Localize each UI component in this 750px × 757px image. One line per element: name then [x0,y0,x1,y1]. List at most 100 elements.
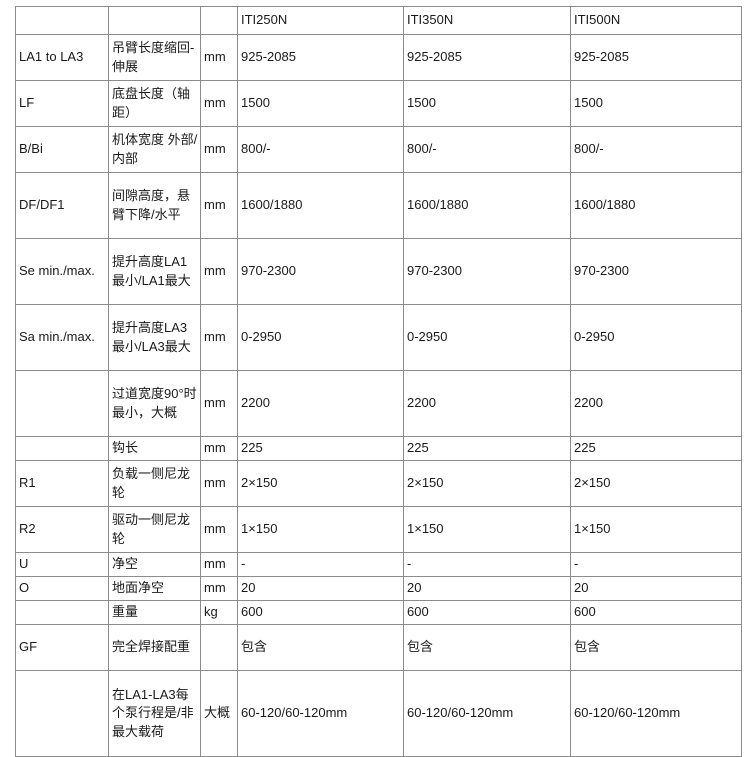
row-description: 在LA1-LA3每个泵行程是/非最大载荷 [108,670,201,757]
row-code [15,600,109,625]
row-value-iti500n: 2200 [570,370,742,437]
row-unit: mm [200,172,238,239]
row-value-iti500n: 20 [570,576,742,601]
row-value-iti250n: 800/- [237,126,404,173]
table-header-row: ITI250N ITI350N ITI500N [15,6,742,35]
table-row: 重量 kg 600 600 600 [15,600,742,625]
row-value-iti250n: 1600/1880 [237,172,404,239]
table-row: GF 完全焊接配重 包含 包含 包含 [15,624,742,671]
row-value-iti250n: 60-120/60-120mm [237,670,404,757]
row-value-iti350n: 60-120/60-120mm [403,670,571,757]
row-value-iti250n: 2×150 [237,460,404,507]
row-unit: mm [200,80,238,127]
row-value-iti500n: 1500 [570,80,742,127]
row-code: Sa min./max. [15,304,109,371]
header-model-iti500n: ITI500N [570,6,742,35]
row-value-iti350n: 2×150 [403,460,571,507]
row-description: 吊臂长度缩回-伸展 [108,34,201,81]
row-value-iti500n: 1×150 [570,506,742,553]
table-row: B/Bi 机体宽度 外部/内部 mm 800/- 800/- 800/- [15,126,742,173]
specification-table: ITI250N ITI350N ITI500N LA1 to LA3 吊臂长度缩… [15,6,742,757]
row-unit: mm [200,304,238,371]
row-description: 完全焊接配重 [108,624,201,671]
table-row: Sa min./max. 提升高度LA3最小/LA3最大 mm 0-2950 0… [15,304,742,371]
row-code [15,370,109,437]
row-description: 负载一侧尼龙轮 [108,460,201,507]
row-code: U [15,552,109,577]
table-row: Se min./max. 提升高度LA1最小/LA1最大 mm 970-2300… [15,238,742,305]
row-value-iti250n: 925-2085 [237,34,404,81]
spec-table-container: ITI250N ITI350N ITI500N LA1 to LA3 吊臂长度缩… [15,6,742,757]
header-code-cell [15,6,109,35]
row-value-iti250n: 包含 [237,624,404,671]
table-row: O 地面净空 mm 20 20 20 [15,576,742,601]
row-value-iti500n: 0-2950 [570,304,742,371]
row-description: 提升高度LA3最小/LA3最大 [108,304,201,371]
row-value-iti250n: 970-2300 [237,238,404,305]
row-value-iti500n: - [570,552,742,577]
row-description: 提升高度LA1最小/LA1最大 [108,238,201,305]
row-unit: mm [200,576,238,601]
table-row: DF/DF1 间隙高度，悬臂下降/水平 mm 1600/1880 1600/18… [15,172,742,239]
row-code: LA1 to LA3 [15,34,109,81]
row-value-iti500n: 2×150 [570,460,742,507]
row-value-iti350n: 2200 [403,370,571,437]
row-description: 钩长 [108,436,201,461]
table-body: ITI250N ITI350N ITI500N LA1 to LA3 吊臂长度缩… [15,6,742,757]
header-desc-cell [108,6,201,35]
table-row: LF 底盘长度（轴距） mm 1500 1500 1500 [15,80,742,127]
row-value-iti500n: 970-2300 [570,238,742,305]
header-model-iti250n: ITI250N [237,6,404,35]
row-value-iti500n: 800/- [570,126,742,173]
row-value-iti350n: 1600/1880 [403,172,571,239]
row-description: 机体宽度 外部/内部 [108,126,201,173]
row-unit: mm [200,126,238,173]
row-description: 间隙高度，悬臂下降/水平 [108,172,201,239]
row-code: B/Bi [15,126,109,173]
row-code: LF [15,80,109,127]
table-row: 在LA1-LA3每个泵行程是/非最大载荷 大概 60-120/60-120mm … [15,670,742,757]
row-value-iti250n: 225 [237,436,404,461]
row-unit [200,624,238,671]
row-value-iti350n: 20 [403,576,571,601]
row-value-iti250n: 1×150 [237,506,404,553]
header-unit-cell [200,6,238,35]
table-row: 过道宽度90°时最小，大概 mm 2200 2200 2200 [15,370,742,437]
row-code: GF [15,624,109,671]
row-code: O [15,576,109,601]
row-value-iti350n: 970-2300 [403,238,571,305]
row-value-iti250n: 0-2950 [237,304,404,371]
row-value-iti350n: 925-2085 [403,34,571,81]
row-description: 净空 [108,552,201,577]
row-unit: mm [200,34,238,81]
row-value-iti500n: 600 [570,600,742,625]
row-code: R2 [15,506,109,553]
row-value-iti250n: 2200 [237,370,404,437]
row-value-iti350n: 0-2950 [403,304,571,371]
row-description: 驱动一侧尼龙轮 [108,506,201,553]
row-value-iti500n: 1600/1880 [570,172,742,239]
row-value-iti500n: 925-2085 [570,34,742,81]
row-value-iti350n: 1500 [403,80,571,127]
row-unit: mm [200,460,238,507]
row-value-iti500n: 225 [570,436,742,461]
table-row: R2 驱动一侧尼龙轮 mm 1×150 1×150 1×150 [15,506,742,553]
row-code: Se min./max. [15,238,109,305]
row-unit: 大概 [200,670,238,757]
table-row: R1 负载一侧尼龙轮 mm 2×150 2×150 2×150 [15,460,742,507]
row-unit: kg [200,600,238,625]
row-value-iti250n: 20 [237,576,404,601]
row-code: DF/DF1 [15,172,109,239]
row-value-iti350n: 1×150 [403,506,571,553]
row-code [15,436,109,461]
row-description: 底盘长度（轴距） [108,80,201,127]
header-model-iti350n: ITI350N [403,6,571,35]
row-value-iti350n: 800/- [403,126,571,173]
row-value-iti250n: 1500 [237,80,404,127]
row-value-iti250n: - [237,552,404,577]
row-code [15,670,109,757]
row-value-iti250n: 600 [237,600,404,625]
row-description: 过道宽度90°时最小，大概 [108,370,201,437]
row-value-iti350n: 包含 [403,624,571,671]
row-code: R1 [15,460,109,507]
